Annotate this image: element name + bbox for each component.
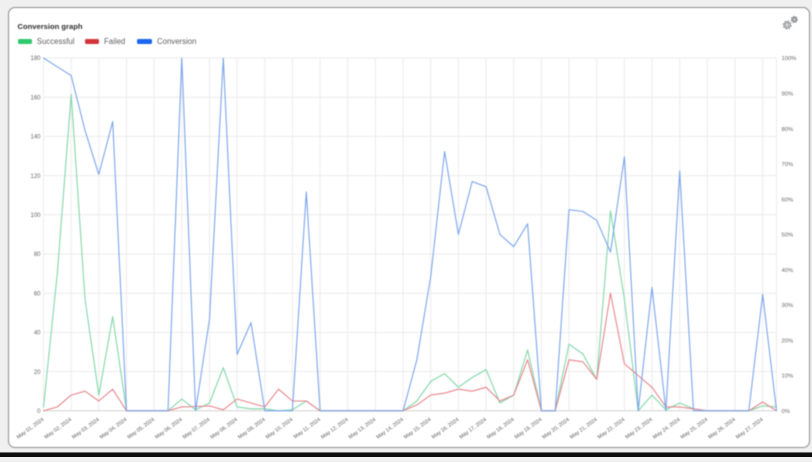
svg-text:70%: 70% (782, 162, 794, 168)
svg-text:30%: 30% (782, 303, 794, 309)
svg-text:180: 180 (30, 56, 41, 62)
svg-text:20: 20 (34, 370, 41, 376)
svg-text:May 21, 2024: May 21, 2024 (569, 417, 599, 441)
svg-text:120: 120 (30, 174, 41, 180)
svg-text:May 16, 2024: May 16, 2024 (431, 417, 461, 441)
svg-text:140: 140 (30, 135, 41, 141)
svg-text:May 12, 2024: May 12, 2024 (320, 417, 350, 441)
svg-text:May 09, 2024: May 09, 2024 (237, 417, 267, 441)
svg-text:May 23, 2024: May 23, 2024 (624, 417, 654, 441)
svg-text:May 17, 2024: May 17, 2024 (458, 417, 488, 441)
svg-text:0: 0 (37, 409, 41, 415)
svg-text:May 22, 2024: May 22, 2024 (597, 417, 627, 441)
svg-text:May 26, 2024: May 26, 2024 (707, 417, 737, 441)
svg-text:May 15, 2024: May 15, 2024 (403, 417, 433, 441)
svg-text:May 18, 2024: May 18, 2024 (486, 417, 516, 441)
svg-text:80%: 80% (782, 127, 794, 133)
svg-text:160: 160 (30, 95, 41, 101)
svg-text:40%: 40% (782, 268, 794, 274)
svg-text:80: 80 (34, 252, 41, 258)
svg-text:40: 40 (34, 331, 41, 337)
svg-text:May 10, 2024: May 10, 2024 (265, 417, 295, 441)
svg-text:100%: 100% (782, 56, 797, 62)
svg-text:May 08, 2024: May 08, 2024 (209, 417, 239, 441)
svg-text:May 06, 2024: May 06, 2024 (154, 417, 184, 441)
svg-text:60%: 60% (782, 197, 794, 203)
svg-text:May 24, 2024: May 24, 2024 (652, 417, 682, 441)
svg-text:May 03, 2024: May 03, 2024 (71, 417, 101, 441)
svg-text:50%: 50% (782, 233, 794, 239)
svg-text:May 07, 2024: May 07, 2024 (182, 417, 212, 441)
svg-text:May 19, 2024: May 19, 2024 (514, 417, 544, 441)
svg-text:May 14, 2024: May 14, 2024 (375, 417, 405, 441)
svg-text:May 02, 2024: May 02, 2024 (44, 417, 74, 441)
svg-text:May 13, 2024: May 13, 2024 (348, 417, 378, 441)
svg-text:May 27, 2024: May 27, 2024 (735, 417, 765, 441)
svg-text:May 25, 2024: May 25, 2024 (680, 417, 710, 441)
svg-text:10%: 10% (782, 374, 794, 380)
svg-text:100: 100 (30, 213, 41, 219)
svg-text:90%: 90% (782, 92, 794, 98)
svg-text:May 05, 2024: May 05, 2024 (126, 417, 156, 441)
svg-text:May 01, 2024: May 01, 2024 (16, 417, 46, 441)
svg-text:May 04, 2024: May 04, 2024 (99, 417, 129, 441)
svg-text:60: 60 (34, 291, 41, 297)
svg-text:0%: 0% (782, 409, 790, 415)
svg-text:May 11, 2024: May 11, 2024 (293, 417, 322, 441)
svg-text:20%: 20% (782, 338, 794, 344)
svg-text:May 20, 2024: May 20, 2024 (541, 417, 571, 441)
